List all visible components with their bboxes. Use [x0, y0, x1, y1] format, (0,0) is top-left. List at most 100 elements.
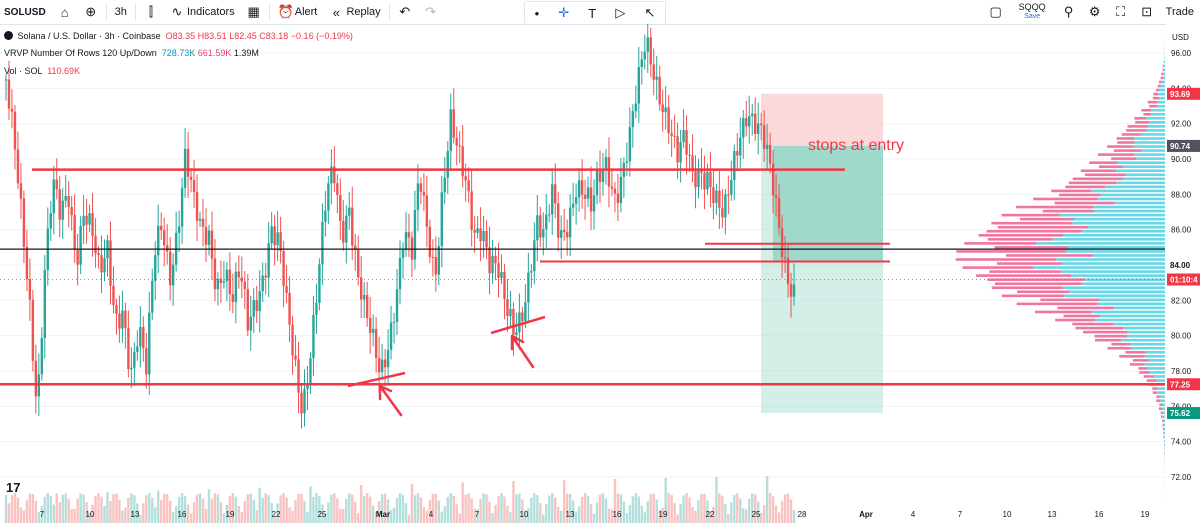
replay-button[interactable]: « Replay [323, 0, 386, 24]
volume-bar [736, 493, 739, 523]
chart-type-icon[interactable]: ⫿ [148, 4, 153, 19]
candle-body [783, 257, 787, 259]
volume-profile-down-bar [1158, 407, 1163, 411]
candle-body [216, 278, 220, 290]
candle-body [318, 264, 321, 303]
volume-bar [685, 493, 688, 523]
price-chart[interactable]: stops at entry USD 72.00 74.00 76.00 78.00 80.… [0, 24, 1200, 523]
candle-body [416, 183, 420, 210]
volume-profile-down-bar [1156, 88, 1160, 92]
volume-profile-up-bar [1071, 221, 1165, 225]
candle-body [330, 166, 333, 184]
volume-bar [371, 505, 375, 523]
price-tick-label: 90.00 [1171, 155, 1192, 164]
toolbar-divider [134, 4, 136, 20]
volume-profile-down-bar [1063, 314, 1101, 318]
candle-body [548, 214, 551, 216]
trade-button[interactable]: Trade [1160, 0, 1200, 24]
volume-bar [709, 511, 712, 523]
trend-mark-1[interactable] [490, 315, 546, 335]
candle-body [557, 203, 560, 238]
candle-body [49, 213, 52, 229]
legend-high: H83.51 [197, 31, 227, 41]
layouts-icon[interactable]: ▦ [247, 4, 260, 19]
vrvp-total: 1.39M [233, 48, 259, 58]
arrow-2 [378, 384, 403, 417]
price-tick-label: 74.00 [1171, 438, 1192, 447]
symbol-menu-icon[interactable]: ⌂ [60, 4, 69, 20]
volume-bar [571, 500, 575, 523]
volume-profile-down-bar [976, 274, 1071, 277]
candle-body [691, 155, 694, 172]
volume-bar [574, 511, 578, 523]
compare-symbol[interactable]: SQQQ Save [1019, 3, 1046, 21]
volume-bar [7, 503, 11, 523]
dot-tool-icon[interactable]: • [534, 5, 540, 21]
undo-icon[interactable]: ↶ [399, 4, 411, 19]
candle-body [449, 109, 452, 152]
candle-body [55, 179, 58, 190]
alert-icon: ⏰ [277, 4, 294, 19]
volume-bar [404, 503, 408, 523]
volume-profile-down-bar [1132, 359, 1149, 362]
settings-icon[interactable]: ⚙ [1088, 4, 1101, 19]
volume-bar [222, 513, 226, 523]
candle-body [339, 194, 342, 222]
volume-profile-down-bar [1161, 72, 1164, 76]
indicators-button[interactable]: ∿ Indicators [164, 0, 241, 24]
add-symbol-icon[interactable]: ⊕ [85, 4, 97, 19]
candle-body [309, 358, 312, 385]
candle-body [542, 229, 545, 238]
cursor-tool-icon[interactable]: ↖ [644, 5, 656, 20]
candle-body [183, 148, 187, 188]
volume-profile-down-bar [1065, 185, 1106, 189]
volume-bar [721, 495, 724, 523]
fullscreen-icon[interactable]: ⛶ [1116, 4, 1126, 19]
camera-icon[interactable]: ⊡ [1141, 4, 1153, 19]
stop-zone[interactable] [761, 93, 883, 146]
candle-body [165, 245, 169, 252]
candle-body [354, 245, 357, 250]
text-tool-icon[interactable]: T [588, 5, 597, 21]
alert-button[interactable]: ⏰ Alert [272, 0, 324, 24]
candle-body [168, 251, 172, 286]
fullscreen-box-icon[interactable]: ▢ [989, 4, 1002, 19]
volume-profile-up-bar [1114, 306, 1165, 310]
symbol-search[interactable]: SOLUSD [0, 0, 52, 24]
play-tool-icon[interactable]: ▷ [615, 5, 626, 20]
candle-body [306, 384, 309, 390]
volume-profile-down-bar [1138, 367, 1148, 370]
time-tick-label: 10 [520, 510, 529, 519]
volume-bar [282, 493, 285, 523]
candle-body [219, 278, 223, 283]
candle-body [583, 194, 587, 199]
price-label: 84.00 [1170, 261, 1191, 270]
volume-bar [85, 502, 88, 523]
target-zone[interactable] [761, 145, 883, 414]
volume-bar [264, 493, 267, 523]
volume-profile-up-bar [1157, 391, 1165, 394]
volume-bar [312, 496, 315, 523]
candle-body [446, 151, 449, 178]
right-toolbar: ▢ SQQQ Save ⚲ ⚙ ⛶ ⊡ Trade [983, 0, 1200, 24]
interval-button[interactable]: 3h [109, 0, 133, 24]
volume-bar [789, 499, 793, 523]
volume-profile-up-bar [1141, 149, 1165, 152]
legend-close: C83.18 [259, 31, 289, 41]
redo-icon[interactable]: ↷ [425, 4, 437, 19]
crosshair-tool-icon[interactable]: ✛ [558, 5, 570, 20]
replay-icon: « [332, 4, 340, 20]
volume-bar [610, 509, 614, 523]
volume-bar [768, 493, 772, 523]
candle-body [97, 253, 100, 256]
volume-bar [82, 494, 85, 523]
volume-bar [270, 503, 273, 523]
volume-bar [664, 477, 667, 523]
volume-bar [103, 505, 106, 523]
volume-profile-up-bar [1158, 96, 1165, 100]
magnifier-icon[interactable]: ⚲ [1063, 4, 1074, 19]
trend-mark-2[interactable] [347, 371, 406, 388]
volume-bar [133, 495, 136, 523]
volume-profile-up-bar [1097, 302, 1165, 306]
candle-body [640, 59, 643, 68]
